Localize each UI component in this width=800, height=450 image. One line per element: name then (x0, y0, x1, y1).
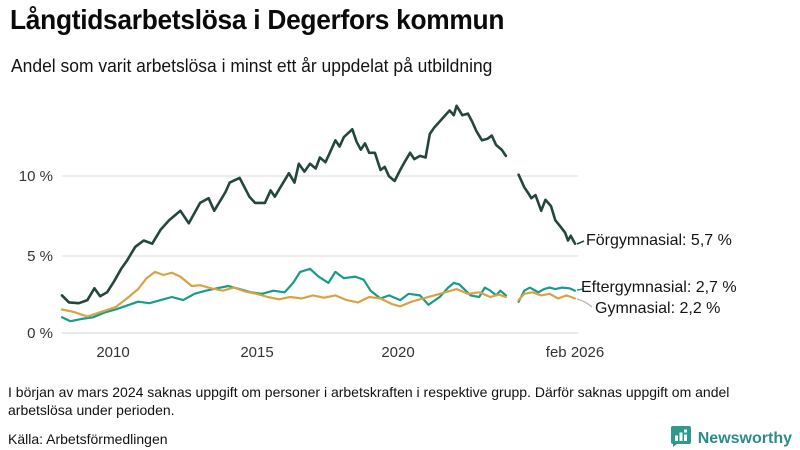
series-line-forgymnasial (60, 104, 508, 305)
y-tick-0: 0 % (27, 325, 53, 342)
line-chart: 10 % 5 % 0 % 2010 2015 2020 feb 2026 (0, 90, 800, 375)
legend-leader-gymnasial (576, 298, 593, 308)
x-tick-feb2026: feb 2026 (546, 344, 604, 361)
legend-leaders (576, 240, 593, 308)
newsworthy-logo-icon (670, 425, 692, 450)
series-line-gymnasial-after-gap (517, 291, 577, 302)
chart-footnote: I början av mars 2024 saknas uppgift om … (8, 384, 730, 419)
series-line-eftergymnasial (60, 267, 507, 323)
series-line-gymnasial (60, 270, 507, 318)
x-tick-2020: 2020 (381, 344, 414, 361)
y-axis: 10 % 5 % 0 % (19, 168, 53, 342)
gridlines (62, 175, 578, 334)
legend-leader-eftergymnasial (576, 288, 585, 291)
x-tick-2010: 2010 (96, 344, 129, 361)
y-tick-5: 5 % (27, 248, 53, 265)
chart-title: Långtidsarbetslösa i Degerfors kommun (10, 4, 505, 35)
legend-label-forgymnasial: Förgymnasial: 5,7 % (586, 232, 732, 249)
y-tick-10: 10 % (19, 168, 53, 185)
series-line-forgymnasial-after-gap (517, 173, 577, 245)
legend-label-eftergymnasial: Eftergymnasial: 2,7 % (581, 279, 737, 296)
source-row: Källa: Arbetsförmedlingen Newsworthy (8, 425, 792, 450)
chart-plot-area: 10 % 5 % 0 % 2010 2015 2020 feb 2026 (19, 104, 604, 361)
x-axis: 2010 2015 2020 feb 2026 (96, 344, 604, 361)
x-tick-2015: 2015 (240, 344, 273, 361)
source-label: Källa: Arbetsförmedlingen (8, 430, 168, 447)
legend-label-gymnasial: Gymnasial: 2,2 % (595, 300, 721, 317)
legend-leader-forgymnasial (576, 240, 585, 245)
series-lines (60, 104, 577, 323)
series-line-eftergymnasial-after-gap (517, 286, 577, 303)
newsworthy-brand-name: Newsworthy (697, 429, 792, 447)
chart-subtitle: Andel som varit arbetslösa i minst ett å… (11, 56, 493, 76)
newsworthy-brand: Newsworthy (670, 425, 792, 450)
